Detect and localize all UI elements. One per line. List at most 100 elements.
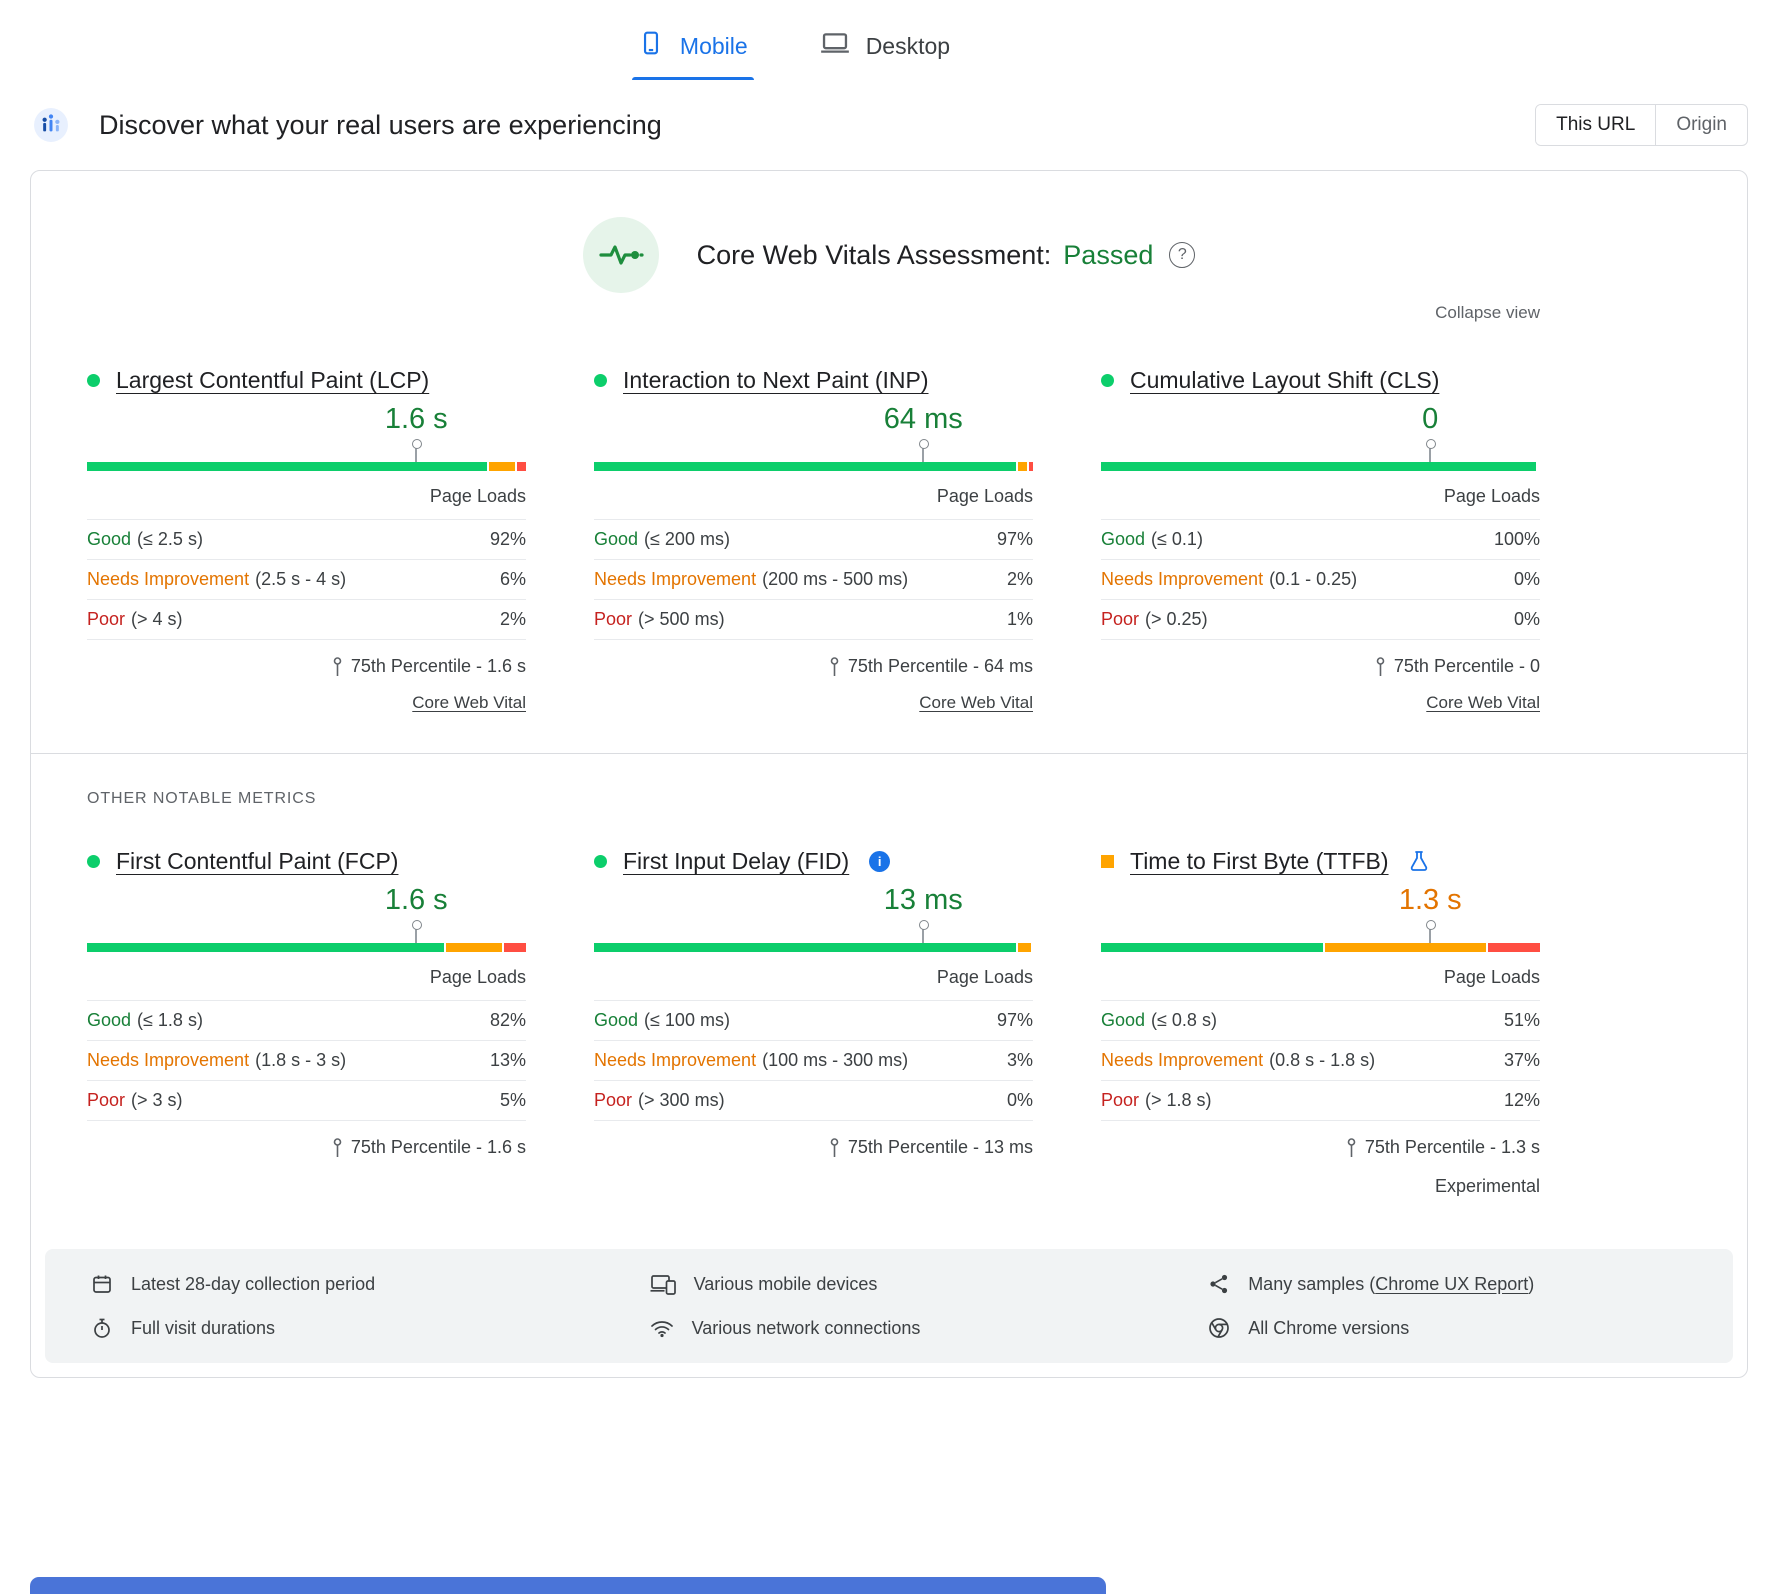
field-data-header: Discover what your real users are experi… <box>0 80 1778 170</box>
ni-percentage: 2% <box>1006 569 1033 589</box>
collapse-view-link[interactable]: Collapse view <box>1435 303 1540 322</box>
ttfb-bar-ni-segment <box>1324 943 1486 952</box>
ttfb-good-row: Good (≤ 0.8 s) 51% <box>1101 1001 1540 1041</box>
ttfb-value-row: 1.3 s <box>1101 875 1540 921</box>
ni-percentage: 13% <box>489 1050 526 1070</box>
device-tabs: Mobile Desktop <box>0 0 1683 80</box>
url-origin-toggle: This URL Origin <box>1535 104 1748 146</box>
ni-range: (1.8 s - 3 s) <box>255 1050 347 1070</box>
info-icon[interactable]: i <box>869 851 891 872</box>
good-percentage: 51% <box>1503 1010 1540 1030</box>
lcp-poor-row: Poor (> 4 s) 2% <box>87 600 526 640</box>
ni-range: (2.5 s - 4 s) <box>255 569 347 589</box>
lcp-value-row: 1.6 s <box>87 394 526 440</box>
fid-percentile-marker <box>919 920 930 943</box>
ttfb-bar-good-segment <box>1101 943 1323 952</box>
inp-core-web-vital-link[interactable]: Core Web Vital <box>919 693 1033 712</box>
core-web-vitals-card: Core Web Vitals Assessment: Passed ? Col… <box>30 170 1748 1378</box>
lcp-bar-poor-segment <box>517 462 526 471</box>
ni-label: Needs Improvement <box>594 1050 757 1070</box>
good-label: Good <box>87 529 132 549</box>
good-percentage: 97% <box>996 1010 1033 1030</box>
fid-status-dot <box>594 855 607 868</box>
devices-item: Various mobile devices <box>650 1273 1209 1295</box>
lcp-bar-ni-segment <box>489 462 516 471</box>
assessment-title: Core Web Vitals Assessment: <box>696 239 1052 270</box>
origin-button[interactable]: Origin <box>1676 114 1727 135</box>
fcp-title-link[interactable]: First Contentful Paint (FCP) <box>116 848 399 874</box>
good-range: (≤ 100 ms) <box>644 1010 730 1030</box>
poor-label: Poor <box>594 609 633 629</box>
ttfb-distribution-bar <box>1101 920 1540 952</box>
inp-poor-row: Poor (> 500 ms) 1% <box>594 600 1033 640</box>
cls-core-web-vital-link[interactable]: Core Web Vital <box>1426 693 1540 712</box>
good-range: (≤ 0.1) <box>1151 529 1203 549</box>
ttfb-poor-row: Poor (> 1.8 s) 12% <box>1101 1081 1540 1121</box>
samples-suffix: ) <box>1528 1273 1535 1294</box>
metric-inp: Interaction to Next Paint (INP) 64 ms Pa… <box>594 367 1033 713</box>
inp-value-row: 64 ms <box>594 394 1033 440</box>
fcp-value: 1.6 s <box>384 884 448 916</box>
ni-label: Needs Improvement <box>594 569 757 589</box>
percentile-marker-icon <box>333 1137 342 1157</box>
percentile-marker-icon <box>830 656 839 676</box>
poor-range: (> 500 ms) <box>638 609 725 629</box>
poor-range: (> 0.25) <box>1145 609 1208 629</box>
assessment-header: Core Web Vitals Assessment: Passed ? <box>31 217 1747 293</box>
tab-desktop[interactable]: Desktop <box>814 24 956 80</box>
calendar-icon <box>93 1275 111 1293</box>
good-range: (≤ 1.8 s) <box>137 1010 203 1030</box>
chrome-ux-report-link[interactable]: Chrome UX Report <box>1375 1273 1529 1294</box>
lcp-core-web-vital-link[interactable]: Core Web Vital <box>412 693 526 712</box>
fid-distribution-bar <box>594 920 1033 952</box>
core-metrics-row: Largest Contentful Paint (LCP) 1.6 s Pag… <box>31 367 1747 713</box>
fcp-good-row: Good (≤ 1.8 s) 82% <box>87 1001 526 1041</box>
cls-percentile-marker <box>1426 439 1437 462</box>
data-source-footer: Latest 28-day collection period Various … <box>45 1249 1733 1363</box>
ttfb-title-link[interactable]: Time to First Byte (TTFB) <box>1130 848 1389 874</box>
cls-ni-row: Needs Improvement (0.1 - 0.25) 0% <box>1101 560 1540 600</box>
assessment-status: Passed <box>1063 239 1154 270</box>
percentile-marker-icon <box>333 656 342 676</box>
fcp-bar-ni-segment <box>445 943 503 952</box>
poor-range: (> 3 s) <box>131 1090 183 1110</box>
experiment-flask-icon[interactable] <box>1409 850 1429 873</box>
fid-title-link[interactable]: First Input Delay (FID) <box>623 848 850 874</box>
page-loads-label: Page Loads <box>594 471 1033 520</box>
lcp-good-row: Good (≤ 2.5 s) 92% <box>87 520 526 560</box>
this-url-button[interactable]: This URL <box>1536 105 1657 145</box>
tab-mobile-label: Mobile <box>679 32 748 59</box>
experimental-label: Experimental <box>1434 1176 1540 1196</box>
good-percentage: 92% <box>489 529 526 549</box>
inp-title-link[interactable]: Interaction to Next Paint (INP) <box>623 367 929 393</box>
inp-bar-poor-segment <box>1028 462 1033 471</box>
ttfb-ni-row: Needs Improvement (0.8 s - 1.8 s) 37% <box>1101 1041 1540 1081</box>
poor-range: (> 1.8 s) <box>1145 1090 1212 1110</box>
fid-bar-ni-segment <box>1017 943 1031 952</box>
lcp-value: 1.6 s <box>384 403 448 435</box>
samples-prefix: Many samples ( <box>1248 1273 1376 1294</box>
page-loads-label: Page Loads <box>1101 471 1540 520</box>
fid-value-row: 13 ms <box>594 875 1033 921</box>
lcp-title-link[interactable]: Largest Contentful Paint (LCP) <box>116 367 430 393</box>
pulse-icon <box>582 217 659 293</box>
good-range: (≤ 200 ms) <box>644 529 730 549</box>
inp-percentile-marker <box>919 439 930 462</box>
help-icon[interactable]: ? <box>1169 242 1196 268</box>
percentile-marker-icon <box>1376 656 1385 676</box>
ni-percentage: 3% <box>1006 1050 1033 1070</box>
good-label: Good <box>1101 529 1146 549</box>
good-percentage: 100% <box>1493 529 1540 549</box>
ni-percentage: 6% <box>499 569 526 589</box>
ttfb-value: 1.3 s <box>1398 884 1462 916</box>
poor-label: Poor <box>87 609 126 629</box>
tab-mobile[interactable]: Mobile <box>631 24 754 80</box>
lcp-ni-row: Needs Improvement (2.5 s - 4 s) 6% <box>87 560 526 600</box>
cls-title-link[interactable]: Cumulative Layout Shift (CLS) <box>1130 367 1440 393</box>
field-data-icon <box>33 107 69 143</box>
ni-range: (200 ms - 500 ms) <box>762 569 909 589</box>
fid-percentile-summary: 75th Percentile - 13 ms <box>594 1121 1033 1162</box>
cls-good-row: Good (≤ 0.1) 100% <box>1101 520 1540 560</box>
page-loads-label: Page Loads <box>87 471 526 520</box>
samples-item: Many samples (Chrome UX Report) <box>1208 1273 1687 1295</box>
